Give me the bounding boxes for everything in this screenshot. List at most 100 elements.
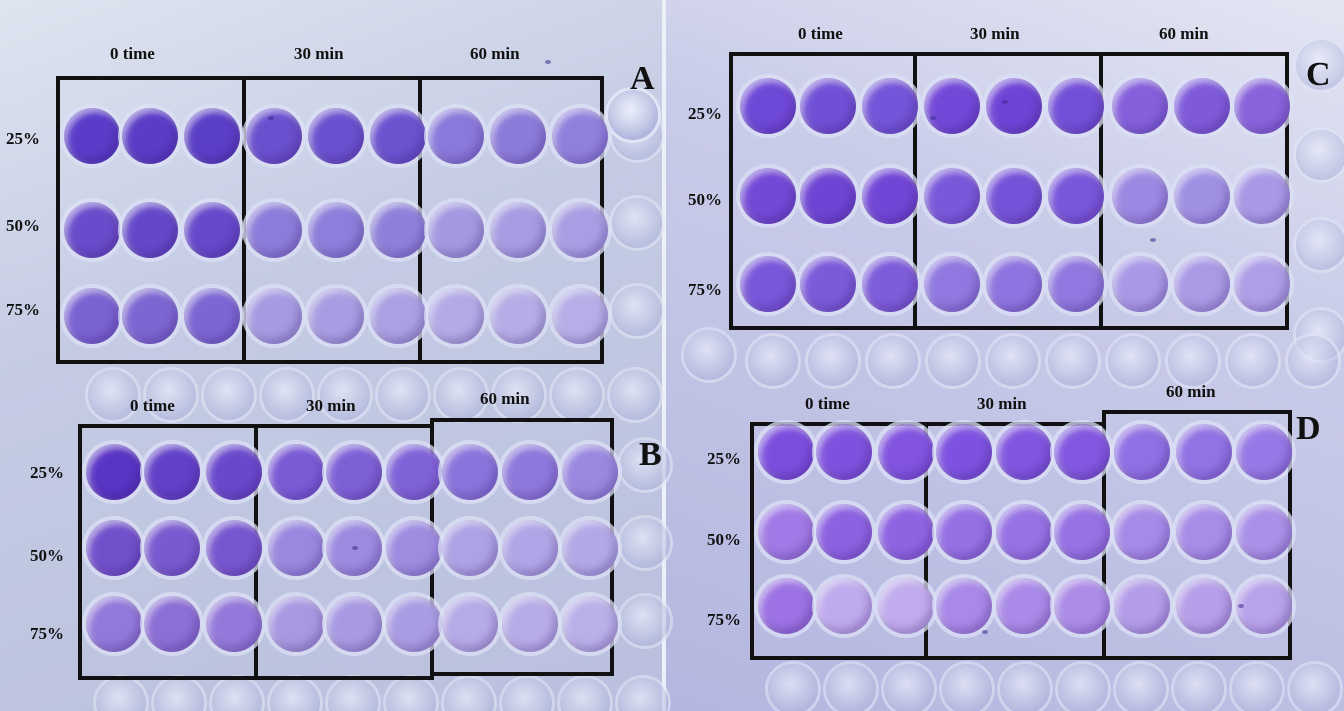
well-d-r2-c3 (878, 504, 934, 560)
well-c-r2-c6 (1048, 168, 1104, 224)
well-d-r3-c2 (816, 578, 872, 634)
empty-well (1058, 664, 1108, 711)
well-d-r2-c2 (816, 504, 872, 560)
well-d-r2-c1 (758, 504, 814, 560)
well-a-r1-c8 (490, 108, 546, 164)
empty-well (146, 370, 196, 420)
empty-well (1296, 220, 1344, 270)
empty-well (88, 370, 138, 420)
empty-well (328, 678, 378, 711)
well-c-r3-c4 (924, 256, 980, 312)
well-c-r3-c5 (986, 256, 1042, 312)
well-a-r1-c6 (370, 108, 426, 164)
well-d-r1-c8 (1176, 424, 1232, 480)
panel-a-time-label-2: 60 min (470, 44, 520, 63)
empty-well (942, 664, 992, 711)
empty-well (1288, 336, 1338, 386)
panel-d-time-label-2: 60 min (1166, 382, 1216, 401)
well-a-r3-c1 (64, 288, 120, 344)
well-a-r3-c6 (370, 288, 426, 344)
empty-well (378, 370, 428, 420)
empty-well (270, 678, 320, 711)
panel-a-conc-label-1: 50% (6, 216, 40, 235)
well-c-r3-c3 (862, 256, 918, 312)
well-d-r3-c7 (1114, 578, 1170, 634)
empty-well (1232, 664, 1282, 711)
panel-c-conc-label-0: 25% (688, 104, 722, 123)
empty-well (436, 370, 486, 420)
panel-c-letter: C (1306, 56, 1331, 93)
panel-c-conc-label-1: 50% (688, 190, 722, 209)
well-c-r1-c7 (1112, 78, 1168, 134)
well-c-r1-c1 (740, 78, 796, 134)
empty-well (154, 678, 204, 711)
well-b-r3-c5 (326, 596, 382, 652)
well-a-r3-c7 (428, 288, 484, 344)
well-d-r3-c1 (758, 578, 814, 634)
well-b-r3-c7 (442, 596, 498, 652)
empty-well (1296, 130, 1344, 180)
panel-d-time-label-1: 30 min (977, 394, 1027, 413)
well-a-r1-c4 (246, 108, 302, 164)
well-a-r1-c1 (64, 108, 120, 164)
empty-well (1108, 336, 1158, 386)
empty-well (320, 370, 370, 420)
well-d-r1-c7 (1114, 424, 1170, 480)
well-b-r2-c7 (442, 520, 498, 576)
panel-c-time-label-0: 0 time (798, 24, 843, 43)
well-d-r3-c9 (1236, 578, 1292, 634)
panel-b-conc-label-1: 50% (30, 546, 64, 565)
well-a-r2-c6 (370, 202, 426, 258)
well-b-r2-c3 (206, 520, 262, 576)
panel-d-conc-label-2: 75% (707, 610, 741, 629)
panel-b-time-label-1: 30 min (306, 396, 356, 415)
well-b-r1-c9 (562, 444, 618, 500)
empty-well (1290, 664, 1340, 711)
empty-well (618, 678, 668, 711)
well-c-r1-c6 (1048, 78, 1104, 134)
empty-well (612, 198, 662, 248)
well-a-r3-c5 (308, 288, 364, 344)
well-a-r1-c3 (184, 108, 240, 164)
stain-speck (545, 60, 551, 64)
well-d-r3-c4 (936, 578, 992, 634)
panel-d-letter: D (1296, 410, 1321, 447)
well-c-r3-c2 (800, 256, 856, 312)
well-b-r2-c6 (386, 520, 442, 576)
well-a-r2-c2 (122, 202, 178, 258)
well-d-r3-c3 (878, 578, 934, 634)
well-d-r1-c1 (758, 424, 814, 480)
well-c-r3-c9 (1234, 256, 1290, 312)
well-a-r2-c3 (184, 202, 240, 258)
well-c-r2-c7 (1112, 168, 1168, 224)
well-d-r3-c8 (1176, 578, 1232, 634)
stain-speck (982, 630, 988, 634)
well-b-r2-c8 (502, 520, 558, 576)
empty-well (386, 678, 436, 711)
well-b-r1-c3 (206, 444, 262, 500)
well-c-r1-c2 (800, 78, 856, 134)
well-c-r3-c8 (1174, 256, 1230, 312)
empty-well (768, 664, 818, 711)
well-c-r3-c7 (1112, 256, 1168, 312)
well-d-r2-c5 (996, 504, 1052, 560)
photo-divider (662, 0, 666, 711)
well-b-r3-c6 (386, 596, 442, 652)
panel-d-conc-label-1: 50% (707, 530, 741, 549)
well-c-r2-c3 (862, 168, 918, 224)
well-b-r2-c1 (86, 520, 142, 576)
empty-well (444, 678, 494, 711)
well-a-r1-c5 (308, 108, 364, 164)
well-c-r1-c5 (986, 78, 1042, 134)
well-a-r2-c7 (428, 202, 484, 258)
empty-well (620, 518, 670, 568)
empty-well (610, 370, 660, 420)
well-d-r1-c4 (936, 424, 992, 480)
well-a-r2-c1 (64, 202, 120, 258)
well-a-r3-c9 (552, 288, 608, 344)
empty-well (928, 336, 978, 386)
empty-well (262, 370, 312, 420)
well-d-r2-c7 (1114, 504, 1170, 560)
well-b-r3-c1 (86, 596, 142, 652)
